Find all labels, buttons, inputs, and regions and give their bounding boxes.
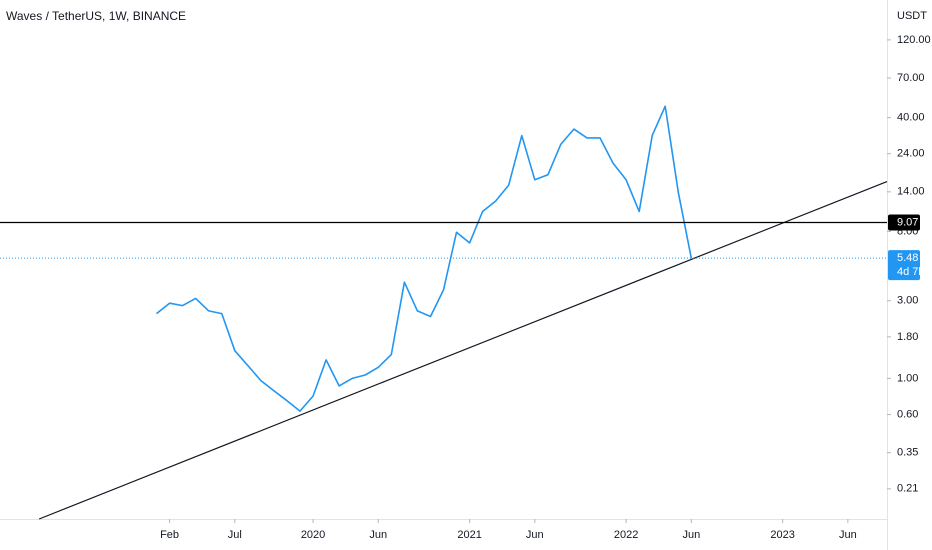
- trendline: [38, 180, 888, 520]
- x-tick-label: Jul: [228, 529, 242, 541]
- x-tick-label: Jun: [682, 529, 700, 541]
- price-tag-label: 5.48: [897, 252, 918, 264]
- x-tick-label: 2023: [770, 529, 794, 541]
- x-tick-label: Feb: [160, 529, 179, 541]
- y-tick-label: 40.00: [897, 111, 925, 123]
- price-tag-label: 9.07: [897, 216, 918, 228]
- y-tick-label: 70.00: [897, 72, 925, 84]
- x-tick-label: 2022: [614, 529, 638, 541]
- price-tag: [888, 214, 920, 231]
- y-tick-label: 0.21: [897, 483, 918, 495]
- price-line: [156, 105, 693, 412]
- chart-title: Waves / TetherUS, 1W, BINANCE: [6, 9, 186, 23]
- x-tick-label: Jun: [369, 529, 387, 541]
- y-tick-label: 120.00: [897, 34, 931, 46]
- y-tick-label: 0.60: [897, 408, 918, 420]
- y-axis-label: USDT: [897, 10, 927, 22]
- price-tag-sublabel: 4d 7h: [897, 266, 925, 278]
- x-tick-label: Jun: [526, 529, 544, 541]
- y-tick-label: 0.35: [897, 447, 918, 459]
- y-tick-label: 24.00: [897, 148, 925, 160]
- y-tick-label: 1.80: [897, 331, 918, 343]
- y-tick-label: 3.00: [897, 295, 918, 307]
- y-tick-label: 1.00: [897, 372, 918, 384]
- x-tick-label: Jun: [839, 529, 857, 541]
- x-tick-label: 2021: [457, 529, 481, 541]
- price-tag: [888, 250, 920, 281]
- y-tick-label: 14.00: [897, 186, 925, 198]
- x-tick-label: 2020: [301, 529, 325, 541]
